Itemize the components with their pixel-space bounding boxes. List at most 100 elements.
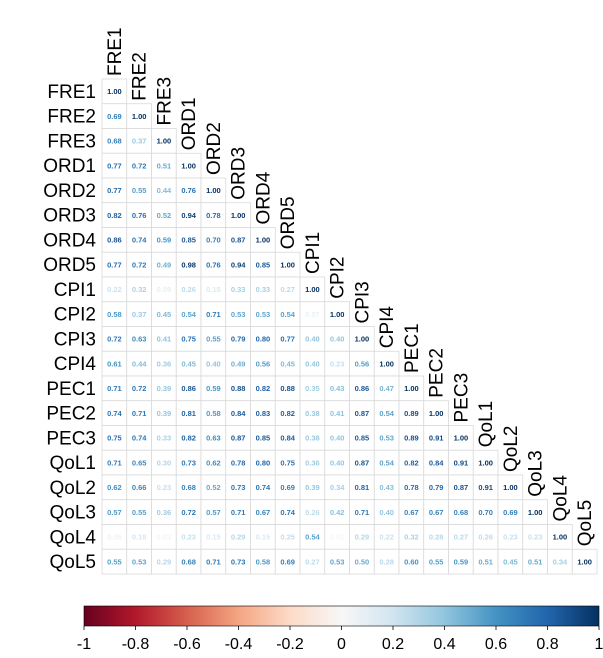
cell-value: 0.68 <box>181 483 196 492</box>
cell-value: 0.49 <box>231 359 246 368</box>
matrix-cell <box>274 400 301 426</box>
cell-value: 0.82 <box>256 384 271 393</box>
cell-value: 0.75 <box>107 434 122 443</box>
cell-value: 0.59 <box>157 236 172 245</box>
matrix-cell <box>225 449 251 476</box>
column-label: QoL3 <box>526 450 547 496</box>
cell-value: 0.63 <box>132 335 147 344</box>
cell-value: 0.89 <box>404 409 419 418</box>
cell-value: 0.87 <box>355 409 370 418</box>
cell-value: 0.88 <box>280 384 295 393</box>
column-label: QoL4 <box>550 475 571 522</box>
cell-value: 0.33 <box>256 285 271 294</box>
cell-value: 0.41 <box>330 409 345 418</box>
matrix-cell <box>101 227 128 253</box>
cell-value: 0.23 <box>181 533 196 542</box>
column-label: ORD1 <box>179 97 200 150</box>
cell-value: 0.29 <box>355 533 370 542</box>
cell-value: 0.58 <box>256 557 271 566</box>
cell-value: 0.22 <box>107 285 122 294</box>
cell-value: 0.15 <box>256 533 271 542</box>
cell-value: 0.36 <box>305 458 320 467</box>
cell-value: 0.85 <box>256 260 271 269</box>
matrix-cell <box>175 548 202 575</box>
matrix-cell <box>225 548 251 575</box>
cell-value: 0.51 <box>157 161 172 170</box>
cell-value: 0.51 <box>528 557 543 566</box>
cell-value: 1.00 <box>355 335 370 344</box>
cell-value: 1.00 <box>404 384 419 393</box>
matrix-cell <box>151 128 177 154</box>
cell-value: 0.79 <box>429 483 444 492</box>
cell-value: 1.00 <box>132 112 147 121</box>
matrix-cell <box>274 449 301 476</box>
colorbar-tick-label: -0.6 <box>173 636 201 653</box>
matrix-cell <box>497 524 524 550</box>
cell-value: 0.71 <box>231 508 246 517</box>
cell-value: 0.73 <box>181 458 196 467</box>
matrix-cell <box>250 474 276 501</box>
cell-value: 0.27 <box>454 533 469 542</box>
cell-value: 0.54 <box>181 310 196 319</box>
cell-value: 0.53 <box>379 434 394 443</box>
cell-value: 0.15 <box>206 285 221 294</box>
cell-value: 0.55 <box>132 508 147 517</box>
column-label: PEC3 <box>451 373 472 423</box>
matrix-cell <box>324 425 350 451</box>
matrix-cell <box>472 449 499 476</box>
colorbar-tick-label: -1 <box>77 636 91 653</box>
cell-value: 0.69 <box>107 112 122 121</box>
cell-value: 0.32 <box>132 285 147 294</box>
matrix-cell <box>200 202 227 228</box>
cell-value: 0.79 <box>231 335 246 344</box>
matrix-cell <box>225 400 251 426</box>
cell-value: 1.00 <box>577 557 592 566</box>
cell-value: 0.61 <box>107 359 122 368</box>
cell-value: 0.23 <box>157 483 172 492</box>
matrix-cell <box>373 474 400 501</box>
cell-value: 0.72 <box>132 384 147 393</box>
cell-value: 0.39 <box>305 483 320 492</box>
cell-value: 0.72 <box>132 161 147 170</box>
matrix-cell <box>299 301 326 327</box>
row-label: CPI3 <box>54 329 96 350</box>
matrix-cell <box>151 251 177 278</box>
cell-value: 0.55 <box>429 557 444 566</box>
matrix-cell <box>175 375 202 402</box>
cell-value: 0.75 <box>181 335 196 344</box>
cell-value: 0.56 <box>355 359 370 368</box>
matrix-cell <box>101 301 128 327</box>
matrix-cell <box>349 326 375 352</box>
matrix-cell <box>151 474 177 501</box>
cell-value: 0.86 <box>107 236 122 245</box>
cell-value: 0.71 <box>132 409 147 418</box>
cell-value: 0.45 <box>503 557 518 566</box>
row-label: CPI2 <box>54 305 96 326</box>
matrix-cell <box>324 350 350 377</box>
cell-value: 1.00 <box>107 87 122 96</box>
matrix-cell <box>151 425 177 451</box>
cell-value: 0.78 <box>231 458 246 467</box>
cell-value: 0.57 <box>206 508 221 517</box>
cell-value: 1.00 <box>503 483 518 492</box>
matrix-cell <box>126 499 152 525</box>
cell-value: 0.55 <box>107 557 122 566</box>
matrix-cell <box>151 548 177 575</box>
matrix-cell <box>373 350 400 377</box>
colorbar-tick-label: 0.6 <box>485 636 507 653</box>
cell-value: 0.82 <box>280 409 295 418</box>
column-label: FRE3 <box>154 77 175 126</box>
cell-value: 0.53 <box>256 310 271 319</box>
cell-value: 0.74 <box>107 409 122 418</box>
cell-value: 1.00 <box>379 359 394 368</box>
cell-value: 0.53 <box>132 557 147 566</box>
cell-value: 0.54 <box>280 310 295 319</box>
matrix-cell <box>349 400 375 426</box>
row-label: FRE2 <box>47 107 96 128</box>
cell-value: 0.98 <box>181 260 196 269</box>
cell-value: 0.69 <box>280 557 295 566</box>
matrix-cell <box>522 524 548 550</box>
cell-value: 0.85 <box>256 434 271 443</box>
matrix-cell <box>250 375 276 402</box>
